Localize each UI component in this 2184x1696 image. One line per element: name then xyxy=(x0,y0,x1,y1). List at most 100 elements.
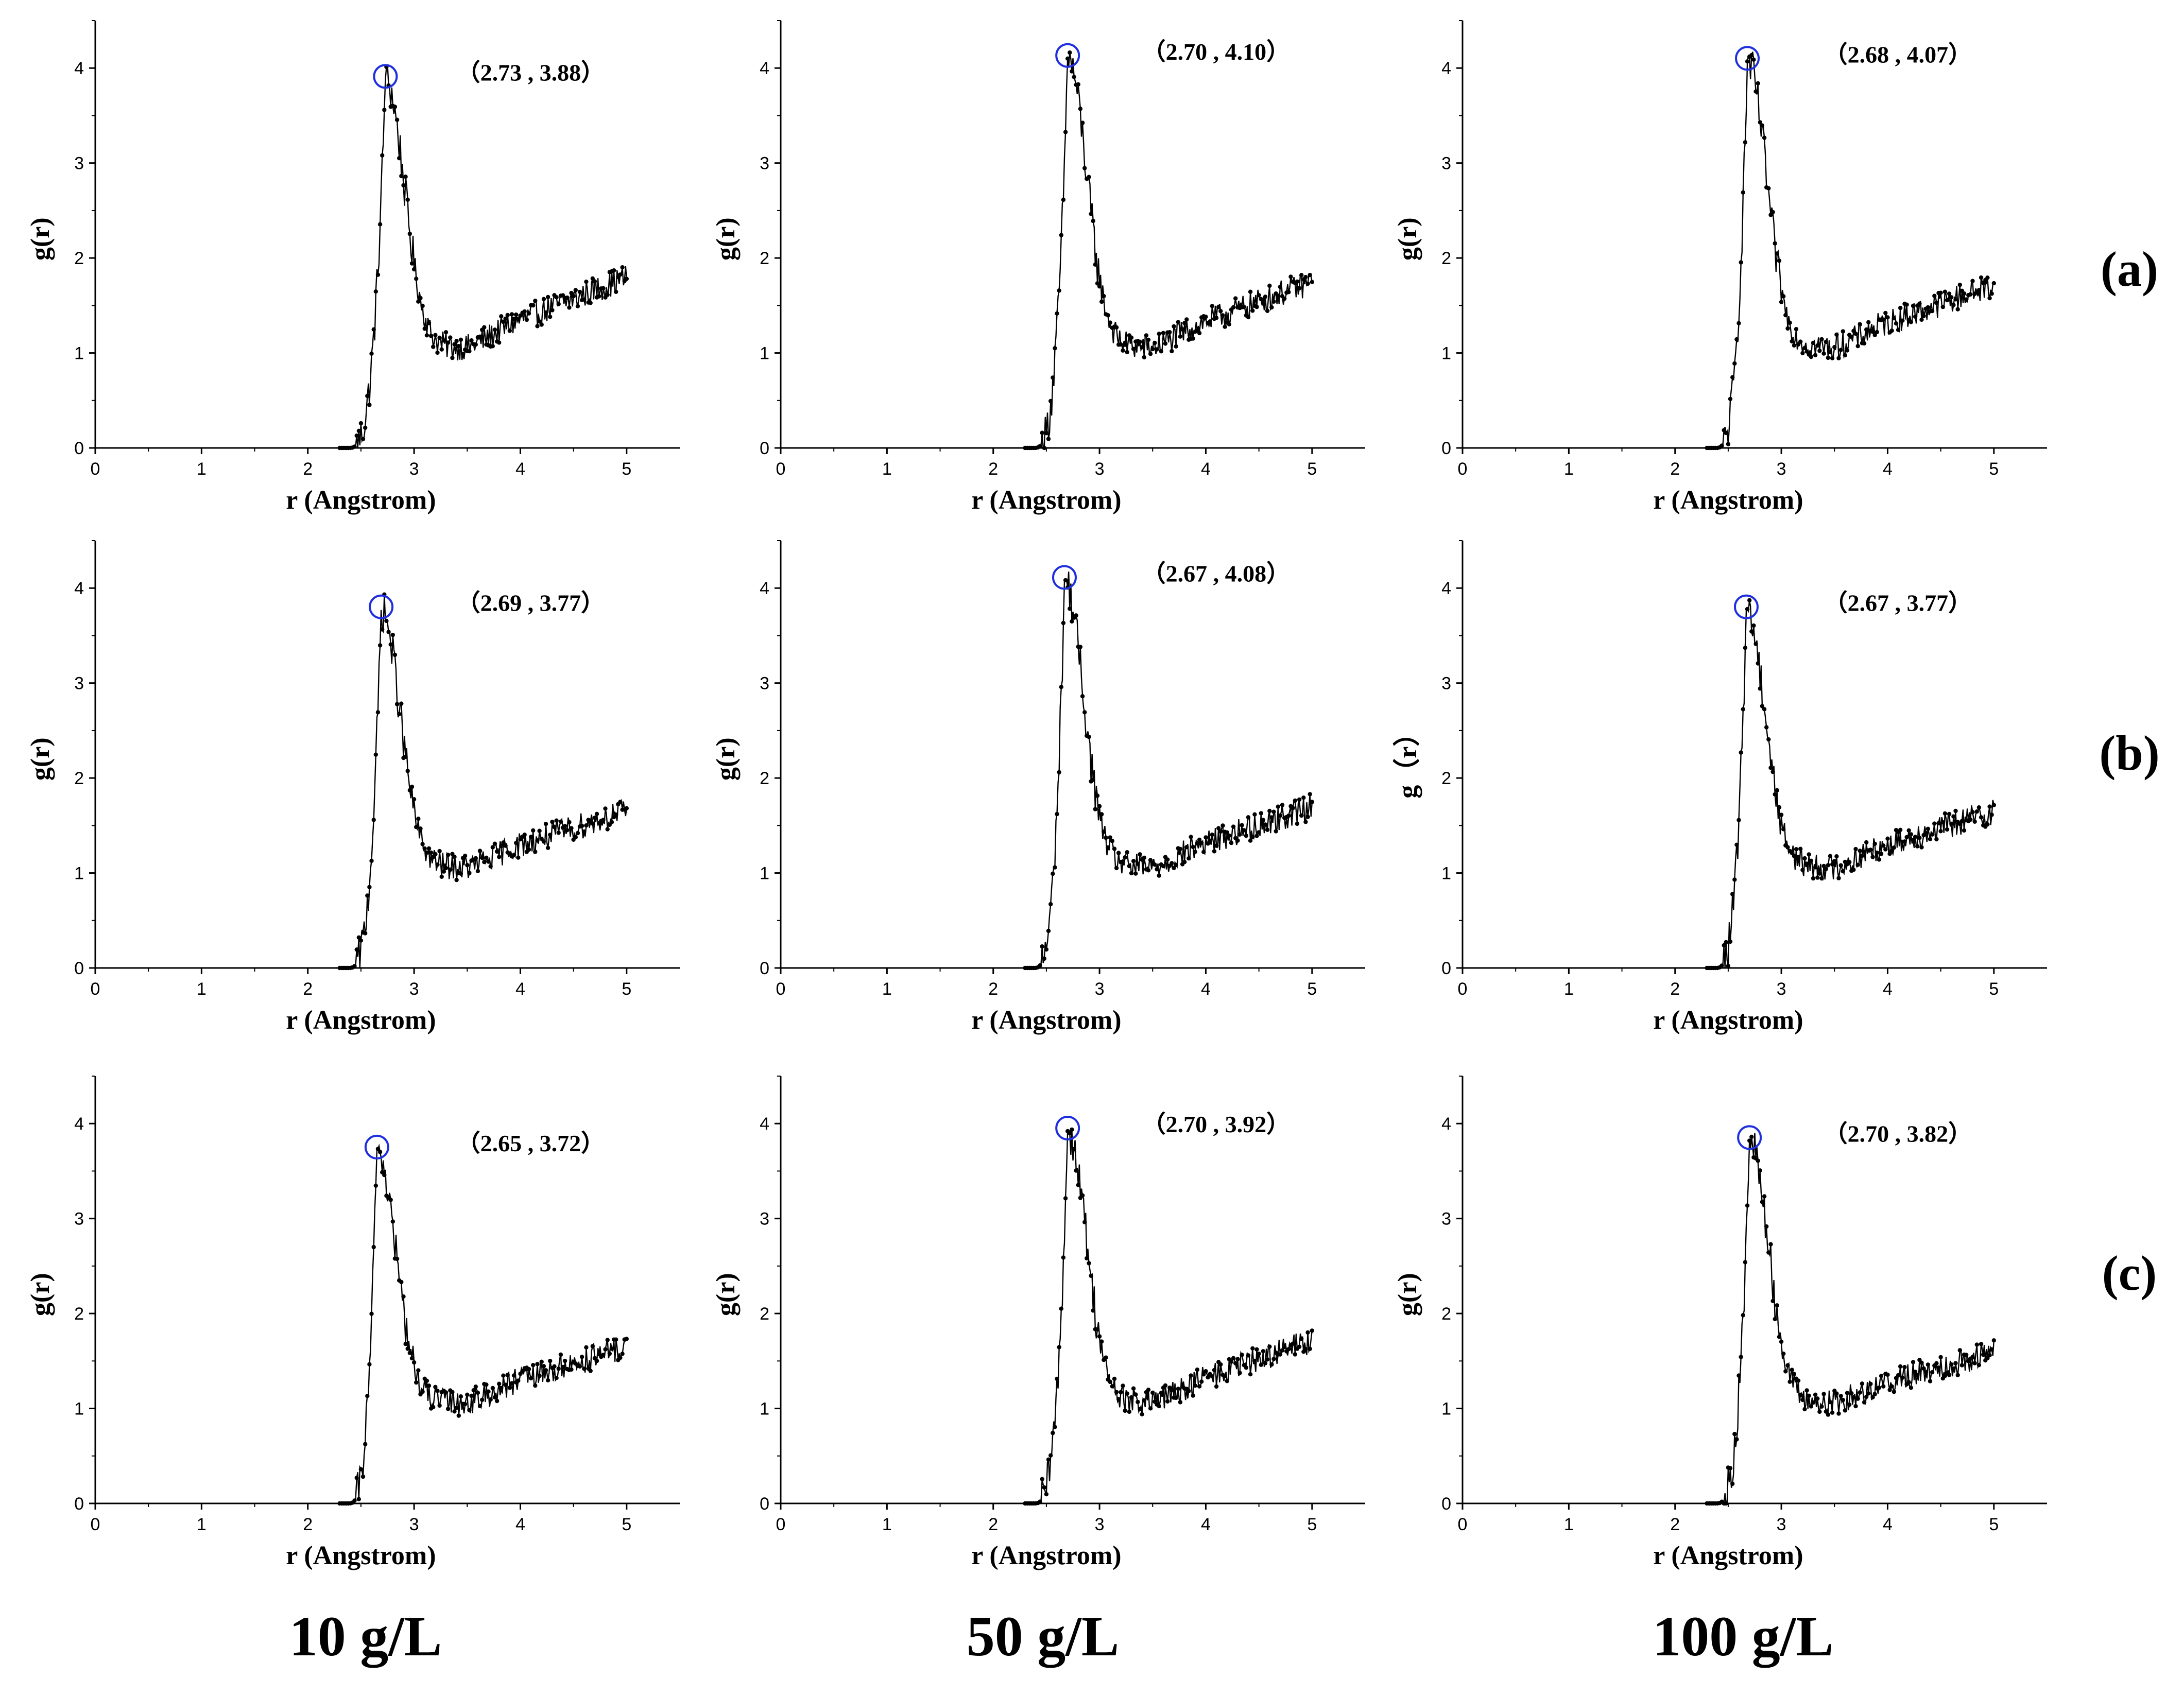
y-axis-title: g(r) xyxy=(26,217,55,261)
data-point xyxy=(1170,1388,1174,1392)
y-tick-label: 1 xyxy=(74,1399,84,1419)
data-point xyxy=(1286,290,1291,295)
data-point xyxy=(1112,1376,1117,1381)
y-tick-label: 4 xyxy=(1441,59,1451,78)
data-point xyxy=(488,1397,493,1402)
data-point xyxy=(1936,821,1941,826)
data-point xyxy=(1210,304,1214,308)
data-point xyxy=(1932,821,1937,826)
data-point xyxy=(484,855,489,860)
data-point xyxy=(1291,806,1295,810)
data-point xyxy=(1949,295,1954,300)
data-point xyxy=(1736,321,1741,325)
data-point xyxy=(1866,1391,1871,1396)
data-point xyxy=(1244,1365,1249,1370)
data-point xyxy=(601,1353,606,1357)
data-point xyxy=(448,335,453,340)
data-point xyxy=(1170,349,1174,354)
data-point xyxy=(562,824,568,828)
data-point xyxy=(1308,792,1312,797)
data-point xyxy=(1802,1407,1807,1412)
data-point xyxy=(1773,792,1777,797)
data-point xyxy=(1719,963,1724,968)
data-point xyxy=(1932,293,1937,298)
data-point xyxy=(545,295,551,300)
y-tick-label: 0 xyxy=(760,439,769,458)
data-point xyxy=(603,806,608,811)
data-point xyxy=(1038,444,1042,448)
data-point xyxy=(1254,304,1259,309)
data-point xyxy=(1250,308,1255,313)
data-point xyxy=(1779,812,1784,817)
data-point xyxy=(543,310,548,315)
data-point xyxy=(594,811,599,817)
data-point xyxy=(1898,1364,1903,1369)
data-point xyxy=(556,830,561,835)
data-point xyxy=(1896,327,1901,332)
data-point xyxy=(477,849,483,853)
data-point xyxy=(1936,1365,1941,1370)
data-point xyxy=(1110,839,1115,843)
data-point xyxy=(1911,1360,1916,1364)
data-point xyxy=(1898,305,1903,310)
data-point xyxy=(1915,844,1920,849)
data-point xyxy=(456,344,461,349)
data-point xyxy=(1305,281,1310,286)
data-point xyxy=(1942,289,1948,294)
y-axis-title: g(r) xyxy=(26,1273,55,1316)
x-tick-label: 4 xyxy=(515,459,525,479)
data-point xyxy=(1301,795,1306,800)
data-point xyxy=(1851,868,1856,872)
data-point xyxy=(497,340,502,345)
data-point xyxy=(1133,1392,1138,1397)
data-point xyxy=(1174,862,1178,868)
data-point xyxy=(533,299,538,303)
data-point xyxy=(1775,251,1779,256)
data-point xyxy=(494,849,500,854)
data-point xyxy=(477,334,483,339)
y-tick-label: 3 xyxy=(1441,1209,1451,1229)
data-point xyxy=(405,1346,410,1351)
x-tick-label: 1 xyxy=(197,459,207,479)
data-point xyxy=(543,822,548,826)
data-point xyxy=(509,1381,514,1386)
data-point xyxy=(1305,1330,1310,1335)
data-point xyxy=(1923,830,1928,836)
data-point xyxy=(1921,314,1926,319)
data-point xyxy=(1949,821,1954,826)
data-point xyxy=(1917,301,1922,306)
data-point xyxy=(1853,846,1858,852)
data-point xyxy=(554,1376,559,1380)
data-point xyxy=(1199,1379,1204,1384)
data-point xyxy=(1080,1193,1085,1198)
data-point xyxy=(567,305,572,310)
data-point xyxy=(618,272,623,277)
data-point xyxy=(1125,350,1129,355)
data-point xyxy=(1116,851,1121,855)
data-point xyxy=(1138,339,1142,344)
data-point xyxy=(1250,835,1255,840)
concentration-label: 100 g/L xyxy=(1653,1605,1833,1668)
data-point xyxy=(1745,1203,1750,1208)
data-point xyxy=(1212,849,1217,854)
data-point xyxy=(1877,857,1882,862)
data-point xyxy=(1123,342,1127,347)
data-point xyxy=(369,1311,374,1316)
data-point xyxy=(1265,308,1270,313)
data-point xyxy=(1760,1200,1765,1204)
data-point xyxy=(1197,1384,1202,1389)
data-point xyxy=(1176,320,1180,324)
data-point xyxy=(1976,805,1982,810)
data-point xyxy=(443,866,449,871)
data-point xyxy=(399,701,404,706)
data-point xyxy=(611,268,616,273)
data-point xyxy=(1123,855,1127,860)
x-tick-label: 0 xyxy=(1458,1515,1468,1534)
y-tick-label: 4 xyxy=(760,1114,769,1134)
peak-annotation: （2.70 , 3.82） xyxy=(1824,1120,1972,1147)
data-point xyxy=(1989,1347,1994,1352)
data-point xyxy=(465,1392,470,1397)
data-point xyxy=(614,1337,618,1342)
data-point xyxy=(1889,328,1894,333)
data-point xyxy=(1739,750,1743,755)
